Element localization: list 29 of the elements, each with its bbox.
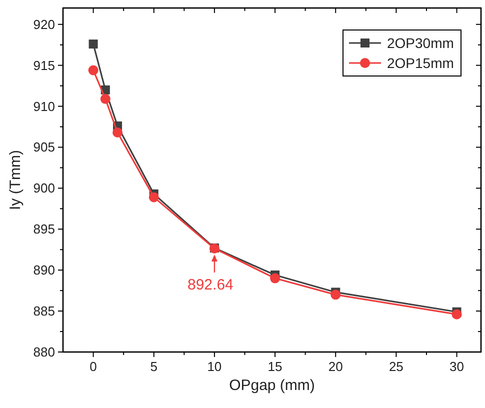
point bbox=[148, 192, 159, 202]
y-tick-label: 880 bbox=[33, 344, 55, 360]
x-tick-label: 5 bbox=[150, 359, 158, 374]
y-tick-label: 920 bbox=[33, 16, 55, 32]
point bbox=[330, 290, 341, 300]
y-tick-label: 890 bbox=[33, 262, 55, 278]
x-tick-label: 15 bbox=[268, 359, 282, 374]
y-tick-label: 910 bbox=[33, 98, 55, 114]
point bbox=[452, 309, 462, 320]
point bbox=[270, 273, 280, 284]
y-tick-label: 895 bbox=[33, 222, 55, 237]
annotation: 892.64 bbox=[188, 276, 234, 294]
legend-label: 2OP30mm bbox=[387, 35, 454, 51]
point bbox=[88, 40, 98, 49]
x-axis-title: OPgap (mm) bbox=[229, 377, 315, 394]
y-tick-label: 900 bbox=[33, 180, 55, 196]
x-tick-label: 0 bbox=[90, 359, 97, 374]
legend-label: 2OP15mm bbox=[387, 55, 454, 71]
x-tick-label: 30 bbox=[450, 359, 464, 374]
y-tick-label: 905 bbox=[33, 140, 55, 155]
x-tick-label: 10 bbox=[207, 359, 222, 374]
point bbox=[100, 94, 110, 104]
y-axis-title: Iy (Tmm) bbox=[7, 150, 24, 210]
y-tick-label: 915 bbox=[33, 58, 55, 73]
point bbox=[112, 127, 123, 138]
x-tick-label: 25 bbox=[388, 359, 404, 374]
y-tick-label: 885 bbox=[33, 304, 55, 319]
x-tick-label: 20 bbox=[328, 359, 343, 374]
point bbox=[88, 65, 98, 76]
